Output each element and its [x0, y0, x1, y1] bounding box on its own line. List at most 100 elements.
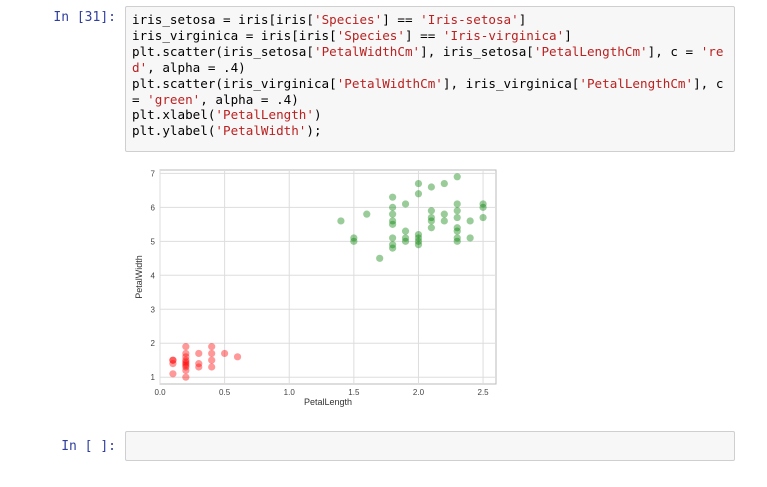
tick-labels: 0.0 0.5 1.0 1.5 2.0 2.5 1 2 3 4 5 6 7	[151, 169, 490, 397]
scatter-points	[169, 173, 487, 381]
code-token: ] ==	[404, 27, 443, 43]
code-token: plt.scatter(iris_virginica[	[132, 75, 337, 91]
setosa-point	[182, 349, 190, 358]
virginica-point	[453, 237, 461, 245]
virginica-point	[401, 200, 410, 208]
virginica-point	[414, 190, 423, 198]
virginica-point	[363, 210, 371, 218]
virginica-point	[479, 213, 487, 222]
virginica-point	[376, 254, 384, 262]
code-string-token: d'	[132, 59, 148, 75]
code-token: ], iris_virginica[	[442, 75, 580, 91]
code-token: ]	[564, 27, 572, 43]
code-editor[interactable]: iris_setosa = iris[iris[ 'Species'] == 'I…	[132, 12, 728, 139]
setosa-point	[169, 360, 177, 368]
virginica-point	[427, 217, 435, 225]
code-token: ], c =	[647, 43, 701, 59]
y-tick-label: 4	[151, 271, 156, 280]
empty-cell-prompt: In [ ]:	[61, 439, 116, 454]
code-string-token: 'PetalWidthCm'	[313, 43, 421, 59]
virginica-point	[479, 203, 487, 211]
code-token: =	[132, 91, 148, 107]
virginica-point	[389, 234, 397, 242]
setosa-point	[182, 361, 190, 369]
code-line: plt.ylabel('PetalWidth');	[132, 123, 728, 139]
setosa-point	[195, 349, 203, 358]
code-string-token: 'Iris-virginica'	[442, 27, 565, 43]
virginica-point	[479, 200, 487, 208]
y-tick-label: 3	[151, 305, 156, 314]
virginica-point	[401, 237, 410, 245]
virginica-point	[453, 213, 461, 222]
code-cell-input[interactable]: iris_setosa = iris[iris[ 'Species'] == 'I…	[125, 6, 735, 152]
code-string-token: 'Species'	[336, 27, 405, 43]
setosa-point	[169, 356, 177, 364]
empty-code-cell-input[interactable]	[125, 431, 735, 461]
virginica-point	[453, 234, 461, 242]
virginica-point	[389, 241, 397, 249]
virginica-point	[389, 193, 397, 201]
y-tick-label: 1	[151, 373, 156, 382]
code-string-token: 'Iris-setosa'	[420, 12, 519, 27]
virginica-point	[453, 207, 461, 215]
virginica-point	[453, 200, 461, 208]
x-tick-label: 1.5	[348, 388, 360, 397]
setosa-point	[208, 363, 216, 371]
code-string-token: 'green'	[147, 91, 201, 107]
code-line: iris_virginica = iris[iris['Species'] ==…	[132, 28, 728, 44]
scatter-plot-output: 0.0 0.5 1.0 1.5 2.0 2.5 1 2 3 4 5 6 7 PetalLength Pe…	[134, 169, 497, 407]
y-tick-label: 6	[151, 203, 156, 212]
virginica-point	[414, 179, 423, 188]
code-line: plt.xlabel('PetalLength')	[132, 107, 728, 123]
virginica-point	[414, 241, 423, 249]
setosa-point	[208, 349, 216, 358]
setosa-point	[208, 356, 216, 364]
virginica-point	[440, 217, 448, 225]
y-tick-label: 7	[151, 169, 156, 178]
cell-prompt: In [31]:	[53, 10, 116, 25]
code-token: ]	[518, 12, 527, 27]
y-axis-label: PetalWidth	[134, 255, 144, 299]
setosa-point	[182, 360, 190, 368]
code-token: iris_setosa = iris[iris[	[132, 12, 314, 27]
y-tick-label: 2	[151, 339, 156, 348]
virginica-point	[401, 227, 410, 235]
setosa-point	[169, 356, 177, 364]
setosa-point	[169, 370, 177, 378]
virginica-point	[427, 213, 435, 222]
code-token: ], c	[693, 75, 724, 91]
virginica-point	[401, 234, 410, 242]
setosa-point	[221, 349, 229, 358]
code-token: ], iris_setosa[	[420, 43, 534, 59]
y-tick-label: 5	[151, 237, 156, 246]
x-tick-label: 1.0	[284, 388, 296, 397]
grid-lines	[159, 170, 496, 384]
virginica-point	[350, 234, 358, 242]
virginica-point	[453, 173, 461, 181]
setosa-point	[195, 363, 203, 371]
setosa-point	[182, 356, 190, 364]
virginica-point	[389, 244, 397, 252]
virginica-point	[440, 210, 448, 218]
virginica-point	[440, 179, 448, 188]
virginica-point	[453, 224, 461, 232]
code-token: iris_virginica = iris[iris[	[132, 27, 337, 43]
setosa-point	[182, 358, 190, 366]
virginica-point	[427, 183, 435, 191]
x-tick-label: 2.5	[478, 388, 490, 397]
virginica-point	[466, 217, 474, 225]
virginica-point	[414, 234, 423, 242]
virginica-point	[337, 217, 345, 225]
setosa-point	[182, 343, 190, 351]
code-line: plt.scatter(iris_setosa['PetalWidthCm'],…	[132, 44, 728, 60]
x-axis-label: PetalLength	[304, 397, 352, 407]
code-string-token: 're	[700, 43, 724, 59]
code-token: plt.scatter(iris_setosa[	[132, 43, 314, 59]
code-string-token: 'PetalWidth'	[215, 123, 307, 139]
code-token: );	[306, 123, 322, 139]
code-token: ] ==	[382, 12, 421, 27]
virginica-point	[350, 237, 358, 245]
plot-area-background	[159, 169, 497, 385]
virginica-point	[414, 230, 423, 239]
x-tick-label: 0.0	[154, 388, 166, 397]
